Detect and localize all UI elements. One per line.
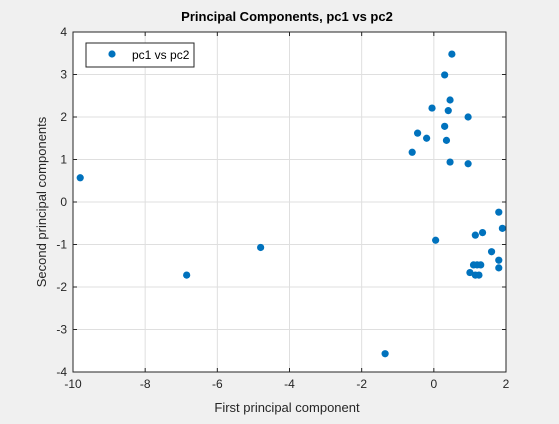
x-tick-label: -8 <box>140 377 151 391</box>
x-tick-label: 2 <box>503 377 510 391</box>
data-point <box>475 271 483 279</box>
data-point <box>495 208 503 216</box>
data-point <box>76 174 84 182</box>
data-point <box>432 236 440 244</box>
data-point <box>442 136 451 144</box>
y-tick-label: 2 <box>60 110 67 124</box>
legend: pc1 vs pc2 <box>85 42 195 68</box>
data-point <box>423 134 431 142</box>
legend-box <box>85 42 195 68</box>
data-point <box>441 71 449 79</box>
data-point <box>413 129 422 137</box>
legend-entry: pc1 vs pc2 <box>132 48 190 62</box>
data-point <box>444 107 452 115</box>
y-tick-label: 0 <box>60 195 67 209</box>
data-points <box>76 50 506 358</box>
y-axis-label: Second principal components <box>34 116 49 287</box>
ticks <box>72 31 507 373</box>
data-point <box>471 231 479 239</box>
data-point <box>498 224 506 232</box>
data-point <box>487 248 496 256</box>
data-point <box>495 264 503 272</box>
x-tick-label: 0 <box>430 377 437 391</box>
y-tick-label: 4 <box>60 25 67 39</box>
data-point <box>446 158 454 166</box>
x-tick-label: -10 <box>64 377 82 391</box>
data-point <box>464 113 472 121</box>
data-point <box>428 104 436 112</box>
data-point <box>441 122 449 130</box>
y-tick-label: 1 <box>60 153 67 167</box>
y-tick-label: -1 <box>56 238 67 252</box>
x-axis-label: First principal component <box>214 400 360 415</box>
x-tick-label: -6 <box>212 377 223 391</box>
x-tick-label: -4 <box>284 377 295 391</box>
data-point <box>466 268 474 277</box>
data-point <box>495 256 503 264</box>
y-tick-label: -3 <box>56 323 67 337</box>
data-point <box>408 148 416 156</box>
y-tick-label: -2 <box>56 280 67 294</box>
data-point <box>446 96 454 104</box>
y-tick-label: 3 <box>60 68 67 82</box>
data-point <box>381 350 389 358</box>
data-point <box>477 261 485 269</box>
data-point <box>478 229 487 237</box>
y-tick-label: -4 <box>56 365 67 379</box>
data-point <box>257 243 265 252</box>
legend-marker <box>108 50 116 58</box>
data-point <box>464 160 472 168</box>
x-tick-label: -2 <box>356 377 367 391</box>
chart-title: Principal Components, pc1 vs pc2 <box>181 9 393 24</box>
data-point <box>183 271 191 279</box>
data-point <box>448 50 456 58</box>
